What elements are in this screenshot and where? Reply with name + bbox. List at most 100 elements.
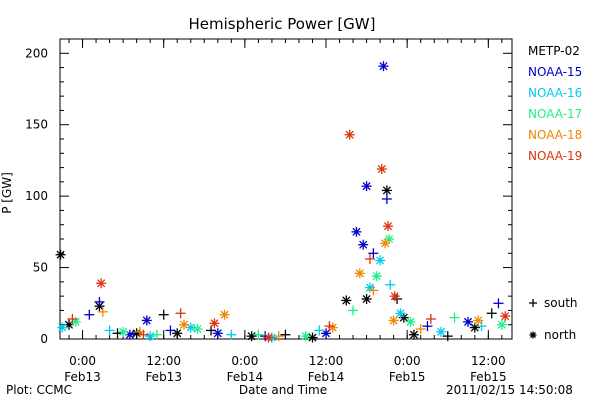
legend-entry: NOAA-15 [528,65,582,79]
data-point [371,271,382,282]
data-point [405,316,416,327]
chart-title: Hemispheric Power [GW] [189,15,376,33]
hemisphere-legend-north: north [529,328,576,342]
data-point [368,285,379,296]
data-point [209,318,220,329]
marker-stroke [530,332,536,338]
y-tick-label: 50 [33,261,48,275]
marker-stroke [264,333,273,342]
marker-stroke [383,222,393,231]
x-tick-label-time: 0:00 [394,354,421,368]
legend-entry: NOAA-19 [528,149,582,163]
marker-stroke [474,316,483,325]
data-point [389,291,400,302]
marker-stroke [399,313,408,322]
marker-stroke [362,182,371,191]
series-noaa-17 [70,234,507,342]
data-point [368,248,379,259]
marker-stroke [247,332,256,341]
series-noaa-16 [57,255,487,343]
data-point [383,221,394,232]
data-point [361,181,372,192]
plot-frame [59,38,513,340]
marker-stroke [308,333,317,342]
data-point [380,238,391,249]
data-point [388,315,399,326]
data-point [493,298,504,309]
x-tick-label-date: Feb15 [389,370,426,384]
data-point [341,295,352,306]
marker-stroke [372,272,381,281]
data-point [361,294,372,304]
data-point [344,129,355,140]
marker-stroke [352,227,361,236]
data-point [131,328,142,339]
marker-stroke [179,320,189,329]
marker-stroke [125,330,134,339]
data-point [118,326,129,337]
data-point [425,314,436,324]
y-axis: 0 50 100 150 200 [25,38,512,346]
data-point [354,268,365,279]
data-point [381,185,392,196]
marker-stroke [362,294,371,304]
data-point [385,279,396,290]
data-point [246,331,257,342]
x-tick-label-time: 0:00 [231,354,258,368]
hemisphere-legend-south: south [529,296,578,310]
y-axis-label: P [GW] [0,172,14,214]
y-tick-label: 200 [25,46,48,60]
legend-entry: NOAA-17 [528,107,582,121]
hemisphere-legend-label: north [544,328,576,342]
marker-stroke [436,327,446,336]
data-point [158,309,169,320]
plot-credit: Plot: CCMC [6,383,72,397]
marker-stroke [497,320,506,329]
marker-stroke [301,332,310,341]
marker-stroke [365,283,375,292]
x-tick-label-date: Feb15 [470,370,507,384]
marker-stroke [210,319,219,328]
marker-stroke [381,239,390,248]
marker-stroke [390,292,399,301]
marker-stroke [71,317,80,326]
x-axis-label: Date and Time [239,383,327,397]
x-tick-label-time: 12:00 [146,354,181,368]
data-point [145,331,156,342]
data-point [496,319,507,330]
marker-stroke [220,310,229,319]
x-tick-label-time: 0:00 [69,354,96,368]
data-point [178,319,189,330]
marker-stroke [406,317,415,326]
legend-entry: NOAA-18 [528,128,582,142]
marker-stroke [321,329,331,338]
marker-stroke [119,327,128,336]
marker-stroke [359,240,368,249]
data-point [473,315,484,326]
data-point [395,308,406,319]
legend: METP-02 NOAA-15 NOAA-16 NOAA-17 NOAA-18 NOAA-… [528,44,582,342]
data-point [172,328,183,339]
data-point [253,329,264,340]
series-noaa-15 [84,61,504,342]
data-point [300,331,311,342]
data-point [364,254,375,264]
data-point [415,324,426,334]
data-point [219,309,230,320]
marker-stroke [213,329,222,338]
marker-stroke [146,332,155,341]
data-point [273,331,284,342]
x-tick-label-time: 12:00 [309,354,344,368]
x-axis: 0:00 Feb13 12:00 Feb13 0:00 Feb14 12:00 Feb14 0:… [64,39,507,384]
marker-stroke [56,250,65,259]
marker-stroke [470,323,479,332]
marker-stroke [396,309,405,318]
data-point [165,325,176,336]
marker-stroke [382,186,391,195]
data-point [351,226,362,237]
hemisphere-legend-label: south [544,296,578,310]
x-tick-label-time: 12:00 [471,354,506,368]
legend-entry: NOAA-16 [528,86,582,100]
